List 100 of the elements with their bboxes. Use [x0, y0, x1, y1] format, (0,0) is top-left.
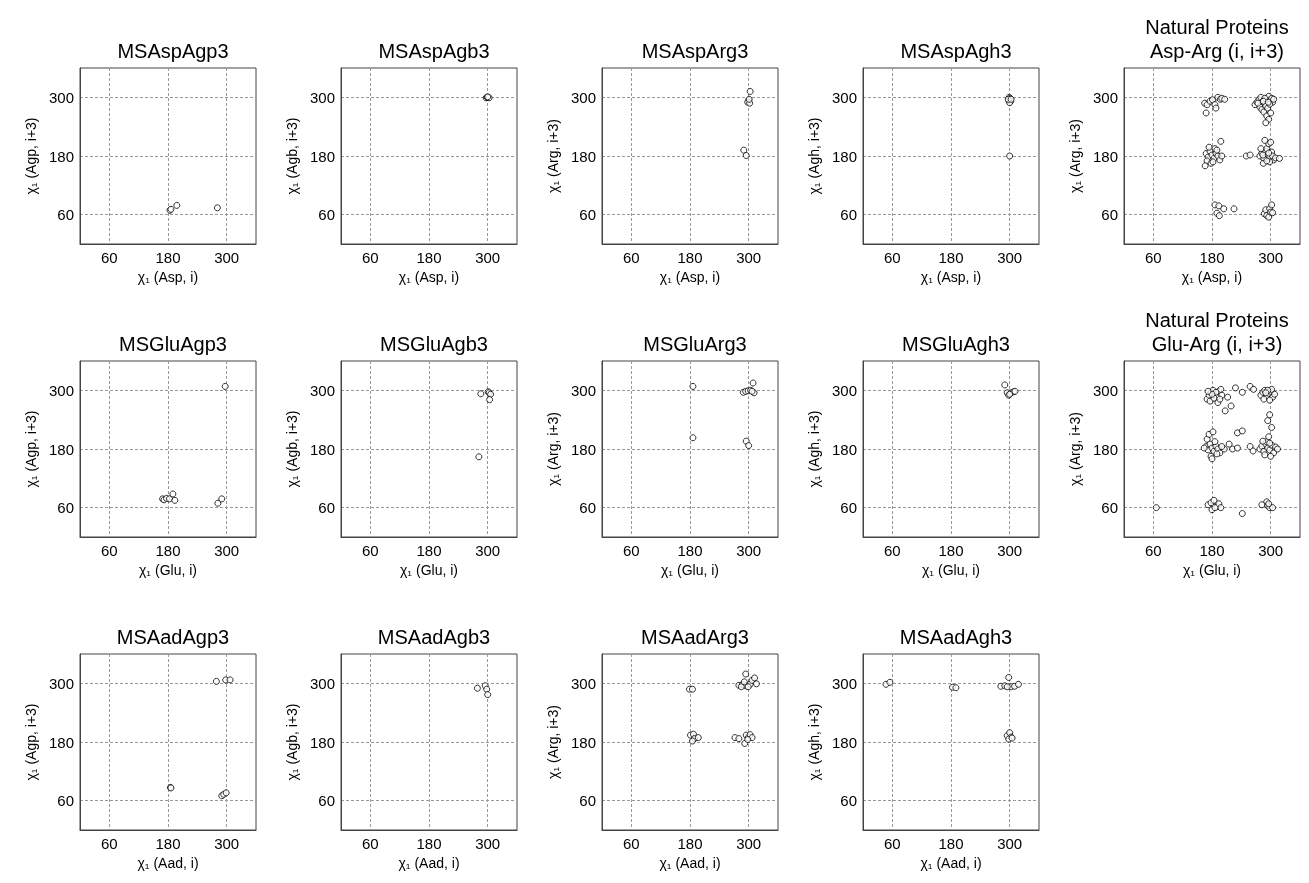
y-tick-label: 60 — [840, 499, 857, 517]
y-tick-label: 60 — [57, 206, 74, 224]
y-tick-label: 60 — [1101, 499, 1118, 517]
x-tick-label: 300 — [214, 542, 240, 559]
chart-title: MSAadAgp3 — [116, 626, 230, 648]
x-axis-title: χ₁ (Glu, i) — [1183, 561, 1241, 578]
y-tick-label: 180 — [48, 440, 74, 458]
chart-title: MSAspArg3 — [641, 40, 749, 62]
x-axis-title: χ₁ (Aad, i) — [398, 854, 460, 871]
x-tick-label: 180 — [416, 542, 442, 559]
x-tick-label: 60 — [622, 542, 640, 559]
y-axis-title: χ₁ (Arg, i+3) — [1067, 119, 1084, 193]
x-tick-label: 180 — [938, 249, 964, 266]
y-tick-label: 300 — [309, 381, 335, 399]
x-tick-label: 180 — [1199, 249, 1225, 266]
chart-title: MSGluAgb3 — [380, 333, 488, 355]
y-tick-label: 180 — [831, 147, 857, 165]
x-tick-label: 300 — [1258, 249, 1284, 266]
x-axis-title: χ₁ (Aad, i) — [659, 854, 721, 871]
x-tick-label: 60 — [100, 542, 118, 559]
x-tick-label: 300 — [997, 249, 1023, 266]
x-tick-label: 300 — [736, 835, 762, 852]
x-tick-label: 60 — [1144, 249, 1162, 266]
x-tick-label: 180 — [938, 835, 964, 852]
x-axis-title: χ₁ (Glu, i) — [400, 561, 458, 578]
x-axis-title: χ₁ (Asp, i) — [659, 268, 721, 285]
chart-title: MSAspAgp3 — [117, 40, 229, 62]
y-tick-label: 60 — [579, 206, 596, 224]
y-tick-label: 300 — [309, 674, 335, 692]
x-axis-title: χ₁ (Aad, i) — [137, 854, 199, 871]
y-axis-title: χ₁ (Agh, i+3) — [806, 410, 823, 488]
chart-title: MSGluAgh3 — [902, 333, 1010, 355]
x-tick-label: 180 — [155, 542, 181, 559]
x-tick-label: 60 — [100, 835, 118, 852]
x-tick-label: 180 — [677, 835, 703, 852]
x-tick-label: 180 — [416, 249, 442, 266]
y-axis-title: χ₁ (Agp, i+3) — [23, 703, 40, 781]
y-axis-title: χ₁ (Agp, i+3) — [23, 410, 40, 488]
x-tick-label: 300 — [214, 249, 240, 266]
y-axis-title: χ₁ (Arg, i+3) — [545, 705, 562, 779]
y-tick-label: 300 — [1092, 381, 1118, 399]
x-tick-label: 180 — [677, 542, 703, 559]
chart-title: Natural Proteins Glu-Arg (i, i+3) — [1145, 309, 1289, 355]
x-tick-label: 180 — [155, 249, 181, 266]
y-tick-label: 300 — [48, 88, 74, 106]
x-tick-label: 300 — [475, 835, 501, 852]
y-tick-label: 300 — [570, 381, 596, 399]
x-tick-label: 60 — [1144, 542, 1162, 559]
x-tick-label: 180 — [677, 249, 703, 266]
y-axis-title: χ₁ (Agh, i+3) — [806, 117, 823, 195]
chart-title: MSAadAgh3 — [899, 626, 1013, 648]
y-tick-label: 300 — [570, 674, 596, 692]
y-tick-label: 180 — [570, 440, 596, 458]
y-axis-title: χ₁ (Agb, i+3) — [284, 117, 301, 195]
y-tick-label: 60 — [579, 499, 596, 517]
y-tick-label: 180 — [1092, 147, 1118, 165]
y-tick-label: 60 — [57, 499, 74, 517]
x-axis-title: χ₁ (Asp, i) — [398, 268, 460, 285]
y-tick-label: 180 — [570, 147, 596, 165]
y-axis-title: χ₁ (Agp, i+3) — [23, 117, 40, 195]
x-tick-label: 60 — [100, 249, 118, 266]
x-axis-title: χ₁ (Glu, i) — [661, 561, 719, 578]
y-tick-label: 180 — [831, 440, 857, 458]
x-tick-label: 180 — [416, 835, 442, 852]
chart-title: MSGluAgp3 — [119, 333, 227, 355]
y-tick-label: 180 — [48, 733, 74, 751]
y-tick-label: 180 — [48, 147, 74, 165]
chart-title: MSAspAgb3 — [378, 40, 490, 62]
chart-title: Natural Proteins Asp-Arg (i, i+3) — [1145, 16, 1289, 62]
y-tick-label: 60 — [579, 792, 596, 810]
x-tick-label: 180 — [938, 542, 964, 559]
x-axis-title: χ₁ (Asp, i) — [1181, 268, 1243, 285]
y-tick-label: 180 — [570, 733, 596, 751]
x-tick-label: 300 — [475, 249, 501, 266]
y-tick-label: 300 — [570, 88, 596, 106]
x-tick-label: 300 — [997, 835, 1023, 852]
x-axis-title: χ₁ (Glu, i) — [139, 561, 197, 578]
x-tick-label: 300 — [736, 249, 762, 266]
x-axis-title: χ₁ (Glu, i) — [922, 561, 980, 578]
x-tick-label: 300 — [1258, 542, 1284, 559]
x-tick-label: 60 — [361, 249, 379, 266]
y-tick-label: 60 — [1101, 206, 1118, 224]
x-axis-title: χ₁ (Asp, i) — [920, 268, 982, 285]
y-tick-label: 180 — [309, 733, 335, 751]
y-axis-title: χ₁ (Arg, i+3) — [1067, 412, 1084, 486]
chart-title: MSAspAgh3 — [900, 40, 1012, 62]
chart-title: MSAadArg3 — [641, 626, 749, 648]
x-tick-label: 300 — [736, 542, 762, 559]
x-tick-label: 180 — [155, 835, 181, 852]
x-axis-title: χ₁ (Aad, i) — [920, 854, 982, 871]
x-tick-label: 60 — [622, 249, 640, 266]
x-tick-label: 60 — [361, 835, 379, 852]
y-axis-title: χ₁ (Agb, i+3) — [284, 703, 301, 781]
x-tick-label: 300 — [475, 542, 501, 559]
chart-title: MSGluArg3 — [643, 333, 747, 355]
y-tick-label: 60 — [840, 206, 857, 224]
y-tick-label: 60 — [318, 206, 335, 224]
y-tick-label: 300 — [48, 674, 74, 692]
y-tick-label: 180 — [831, 733, 857, 751]
y-tick-label: 300 — [831, 674, 857, 692]
